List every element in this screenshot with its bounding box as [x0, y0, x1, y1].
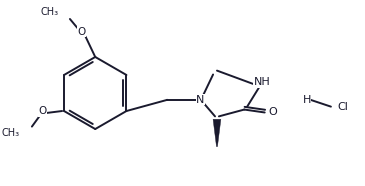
Text: H: H [302, 95, 311, 105]
Text: NH: NH [253, 77, 270, 87]
Text: O: O [38, 106, 47, 116]
Text: N: N [196, 95, 205, 105]
Text: CH₃: CH₃ [1, 128, 19, 138]
Polygon shape [213, 119, 221, 147]
Text: O: O [268, 108, 277, 118]
Text: O: O [77, 27, 86, 37]
Text: CH₃: CH₃ [40, 7, 58, 17]
Text: Cl: Cl [337, 102, 348, 112]
